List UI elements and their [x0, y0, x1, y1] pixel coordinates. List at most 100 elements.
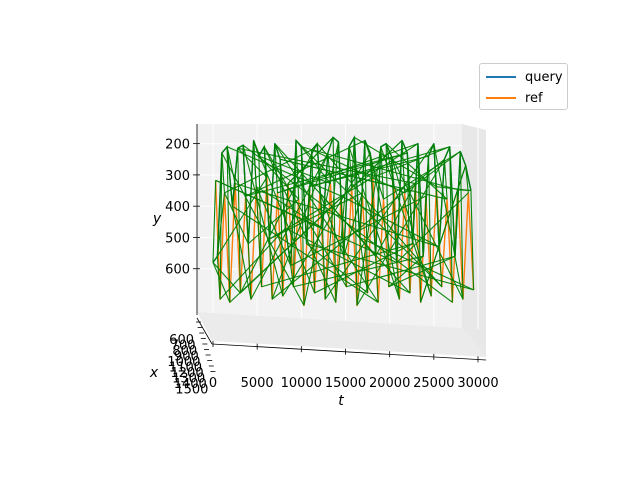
alignment-link: [459, 151, 464, 300]
tick-label-x: 1100: [169, 361, 202, 376]
alignment-link: [385, 143, 390, 287]
tick-label-y: 300: [165, 169, 190, 184]
side-pane: [462, 124, 486, 357]
alignment-link: [374, 256, 379, 303]
alignment-link: [234, 183, 440, 248]
alignment-link: [268, 238, 273, 300]
tick-label-y: 400: [165, 200, 190, 215]
legend-swatch-query: [486, 76, 516, 78]
alignment-link: [237, 148, 241, 293]
alignment-link: [223, 192, 249, 244]
alignment-link: [226, 146, 236, 184]
alignment-link: [245, 140, 366, 197]
tick-label-y: 200: [165, 138, 190, 153]
tick-label-t: 25000: [413, 376, 454, 391]
legend-label-ref: ref: [525, 90, 543, 106]
alignment-link: [346, 255, 456, 288]
tick-label-y: 600: [165, 263, 190, 278]
alignment-link: [282, 152, 371, 297]
tick-label-t: 30000: [457, 376, 498, 391]
alignment-path: [212, 135, 472, 266]
alignment-link: [231, 206, 252, 300]
alignment-link: [224, 149, 313, 194]
alignment-link: [443, 159, 448, 200]
legend-item-ref: ref: [486, 90, 543, 106]
alignment-links: [212, 135, 475, 306]
alignment-link: [232, 205, 379, 303]
alignment-link: [311, 149, 316, 293]
alignment-link: [324, 143, 435, 300]
x-axis-label: x: [149, 365, 159, 381]
alignment-link: [295, 140, 300, 200]
alignment-link: [438, 246, 443, 287]
alignment-link: [316, 143, 443, 288]
tick-label-x: 1000: [167, 355, 200, 370]
legend-swatch-ref: [486, 97, 516, 99]
t-axis-label: t: [338, 393, 344, 409]
alignment-link: [324, 142, 339, 300]
alignment-link: [295, 140, 443, 288]
alignment-link: [255, 186, 292, 266]
alignment-link: [271, 152, 329, 300]
alignment-link: [221, 152, 226, 193]
alignment-link: [372, 146, 450, 178]
alignment-link: [274, 143, 279, 193]
tick-label-x: 600: [169, 333, 194, 348]
t-axis-line: [211, 343, 487, 361]
alignment-link: [388, 255, 424, 288]
alignment-link: [247, 198, 300, 245]
alignment-link: [287, 136, 334, 184]
alignment-link: [390, 155, 464, 300]
alignment-link: [388, 255, 456, 288]
alignment-link: [253, 140, 257, 187]
tick-labels: 0 5000 10000 15000 20000 25000 30000 200 300 400 5…: [165, 138, 499, 398]
legend-item-query: query: [486, 69, 563, 85]
alignment-link: [229, 140, 403, 303]
tick-label-t: 10000: [281, 376, 322, 391]
legend: query ref: [479, 63, 568, 110]
alignment-link: [212, 262, 241, 294]
tick-label-y: 500: [165, 231, 190, 246]
alignment-link: [277, 152, 408, 194]
y-axis-label: y: [152, 211, 162, 227]
tick-label-t: 15000: [325, 376, 366, 391]
alignment-link: [356, 146, 382, 306]
alignment-link: [219, 227, 286, 300]
alignment-link: [383, 150, 461, 200]
tick-label-x: 800: [172, 344, 197, 359]
alignment-link: [404, 151, 461, 194]
tick-label-x: 1300: [172, 372, 205, 387]
alignment-link: [406, 153, 411, 293]
alignment-link: [247, 243, 252, 300]
alignment-link: [212, 262, 231, 303]
alignment-link: [219, 153, 223, 300]
tick-label-t: 0: [209, 376, 217, 391]
alignment-link: [369, 152, 400, 300]
alignment-link: [343, 192, 363, 257]
alignment-link: [417, 143, 422, 303]
tick-label-x: 900: [174, 350, 199, 365]
alignment-link: [380, 146, 385, 200]
alignment-link: [348, 146, 353, 187]
alignment-link: [306, 243, 368, 294]
alignment-link: [356, 158, 445, 306]
alignment-link: [226, 146, 231, 303]
tick-label-x: 1400: [174, 377, 207, 392]
alignment-link: [261, 243, 413, 288]
alignment-link: [212, 180, 217, 263]
alignment-link: [470, 190, 475, 290]
tick-label-t: 20000: [369, 376, 410, 391]
alignment-link: [449, 146, 453, 303]
alignment-link: [293, 255, 424, 288]
alignment-link: [396, 262, 400, 300]
tick-label-x: 1200: [171, 366, 204, 381]
alignment-link: [242, 145, 284, 297]
alignment-link: [303, 141, 339, 306]
alignment-link: [290, 195, 427, 267]
legend-label-query: query: [525, 69, 563, 85]
tick-label-t: 5000: [241, 376, 274, 391]
tick-label-x: 1500: [175, 383, 208, 398]
tick-label-x: 700: [171, 339, 196, 354]
alignment-link: [258, 156, 263, 287]
